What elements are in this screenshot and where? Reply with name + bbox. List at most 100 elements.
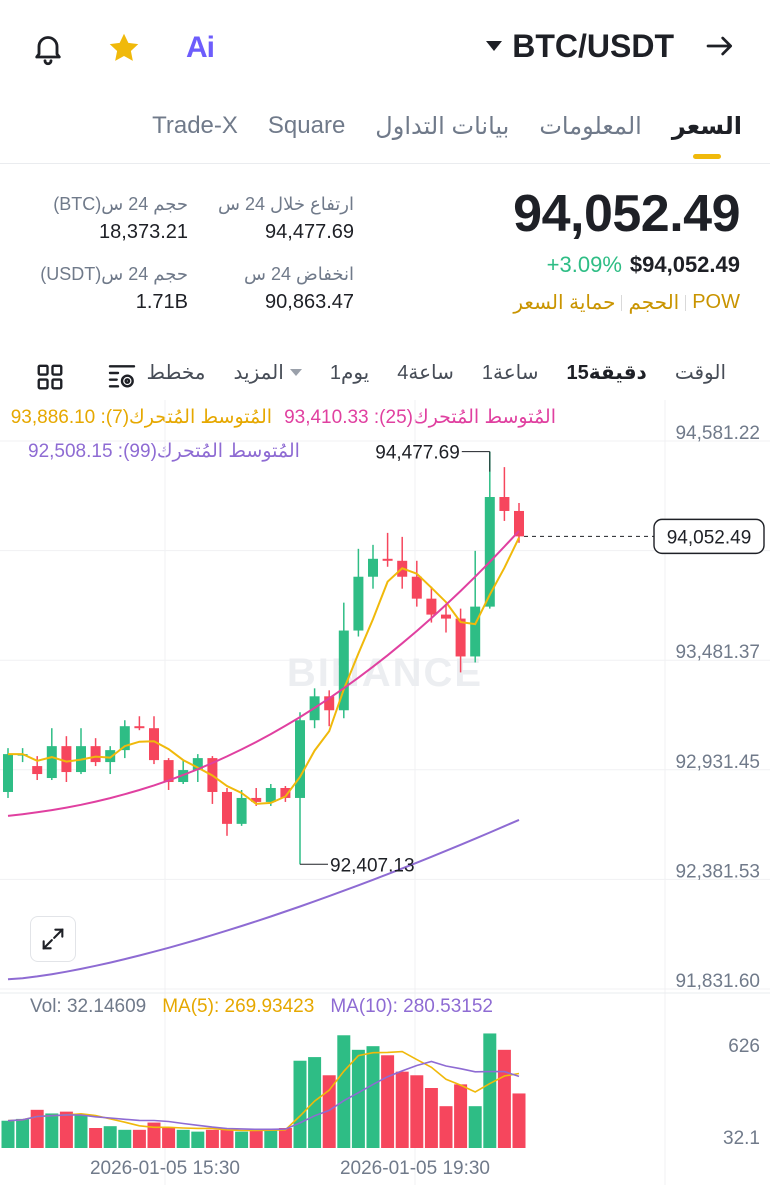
volume-bar <box>191 1131 205 1148</box>
volume-bar <box>59 1111 73 1148</box>
tag-pow[interactable]: POW <box>692 291 740 313</box>
vol-ma5-line <box>7 1050 520 1132</box>
star-icon[interactable] <box>104 28 144 68</box>
volume-bar <box>249 1129 263 1148</box>
volume-bar <box>483 1033 497 1148</box>
y-tick-label: 92,931.45 <box>675 752 760 773</box>
stat-low-value: 90,863.47 <box>265 291 354 313</box>
arrow-right-icon[interactable] <box>700 26 740 66</box>
tab-trade-x[interactable]: Trade-X <box>152 112 238 139</box>
vol-value: Vol: 32.14609 <box>30 996 147 1017</box>
tab-bar: السعر المعلومات بيانات التداول Square Tr… <box>152 112 742 159</box>
pair-selector[interactable]: BTC/USDT <box>486 28 674 65</box>
interval-chart-type[interactable]: مخطط <box>146 362 206 384</box>
stat-vol-usdt: حجم 24 س(USDT) 1.71B <box>40 264 188 314</box>
volume-bar <box>147 1122 161 1148</box>
tab-trading-data[interactable]: بيانات التداول <box>375 113 510 140</box>
last-price: 94,052.49 <box>513 185 740 243</box>
volume-bar <box>410 1075 424 1148</box>
volume-bar <box>132 1129 146 1148</box>
tag-divider <box>621 294 623 311</box>
candle-up <box>484 497 495 607</box>
candle-up <box>105 750 116 763</box>
volume-bar <box>454 1084 468 1148</box>
volume-bar <box>439 1106 453 1148</box>
volume-bar <box>351 1049 365 1148</box>
candle-up <box>470 606 481 657</box>
interval-1d[interactable]: 1يوم <box>329 362 370 384</box>
candle-down <box>324 696 335 711</box>
fullscreen-button[interactable] <box>30 916 76 962</box>
volume-bar <box>293 1060 307 1148</box>
volume-bar <box>45 1113 59 1148</box>
low-marker-label: 92,407.13 <box>330 855 415 876</box>
x-axis: 2026-01-05 15:30 2026-01-05 19:30 <box>90 1158 490 1179</box>
volume-bar <box>497 1049 511 1148</box>
candles <box>3 451 524 865</box>
ma99-label: المُتوسط المُتحرك(99): 92,508.15 <box>28 441 300 462</box>
candle-up <box>192 758 203 771</box>
chevron-down-icon <box>289 369 302 376</box>
ma7-line <box>8 537 520 805</box>
stat-low: انخفاض 24 س 90,863.47 <box>244 264 354 314</box>
current-price-box <box>653 518 765 555</box>
candle-up <box>353 576 364 631</box>
candle-down <box>411 576 422 599</box>
candle-down <box>149 728 159 761</box>
tab-square[interactable]: Square <box>267 112 346 139</box>
stat-vol-btc-label: حجم 24 س(BTC) <box>53 194 188 214</box>
y-tick-label: 94,581.22 <box>675 423 760 444</box>
ai-icon[interactable]: Ai <box>180 28 220 68</box>
volume-bar <box>381 1055 395 1148</box>
candle-up <box>46 746 57 779</box>
candle-down <box>280 787 291 798</box>
vol-ma10: MA(10): 280.53152 <box>330 996 493 1017</box>
tab-price[interactable]: السعر <box>672 112 742 159</box>
candle-down <box>90 746 101 763</box>
candle-down <box>441 614 451 619</box>
price-sub: +3.09% $94,052.49 <box>547 252 740 278</box>
expand-icon <box>42 928 64 950</box>
volume-info: Vol: 32.14609 MA(5): 269.93423 MA(10): 2… <box>30 996 493 1018</box>
stat-vol-usdt-label: حجم 24 س(USDT) <box>40 264 188 284</box>
candle-up <box>236 797 247 824</box>
ma99-line <box>7 818 520 981</box>
volume-bar <box>264 1129 278 1148</box>
stat-high-value: 94,477.69 <box>265 221 354 243</box>
chart-tools <box>30 357 142 397</box>
chevron-down-icon <box>486 41 503 51</box>
tag-volume[interactable]: الحجم <box>628 292 680 314</box>
volume-bar <box>176 1129 190 1148</box>
volume-bar <box>162 1128 176 1148</box>
tab-info[interactable]: المعلومات <box>539 113 642 140</box>
current-price-label: 94,052.49 <box>667 527 752 548</box>
volume-bar <box>337 1035 351 1148</box>
interval-15m[interactable]: 15دقيقة <box>566 362 647 384</box>
vol-tick-label: 626 <box>728 1036 760 1057</box>
interval-time[interactable]: الوقت <box>674 362 726 384</box>
interval-more[interactable]: المزيد <box>220 360 316 385</box>
volume-bar <box>30 1109 44 1148</box>
interval-4h[interactable]: 4ساعة <box>397 362 454 384</box>
bell-icon[interactable] <box>28 28 68 68</box>
volume-bar <box>468 1106 482 1148</box>
ma25-label: المُتوسط المُتحرك(25): 93,410.33 <box>284 407 556 428</box>
interval-more-label: المزيد <box>233 362 284 384</box>
volume-bar <box>103 1126 117 1148</box>
candle-down <box>514 510 524 537</box>
volume-bar <box>74 1115 88 1148</box>
candle-up <box>265 787 276 802</box>
candle-down <box>499 497 510 511</box>
tag-price-protection[interactable]: حماية السعر <box>513 292 616 314</box>
price-tags: POW الحجم حماية السعر <box>513 290 740 315</box>
indicator-settings-icon[interactable] <box>102 357 142 397</box>
ma-labels: المُتوسط المُتحرك(25): 93,410.33 المُتوس… <box>11 406 556 429</box>
tag-divider <box>685 294 687 311</box>
candle-down <box>222 791 232 824</box>
volume-bar <box>424 1088 438 1148</box>
candle-down <box>32 766 43 775</box>
interval-1h[interactable]: 1ساعة <box>481 362 539 384</box>
candle-down <box>61 746 72 773</box>
grid-layout-icon[interactable] <box>30 357 70 397</box>
